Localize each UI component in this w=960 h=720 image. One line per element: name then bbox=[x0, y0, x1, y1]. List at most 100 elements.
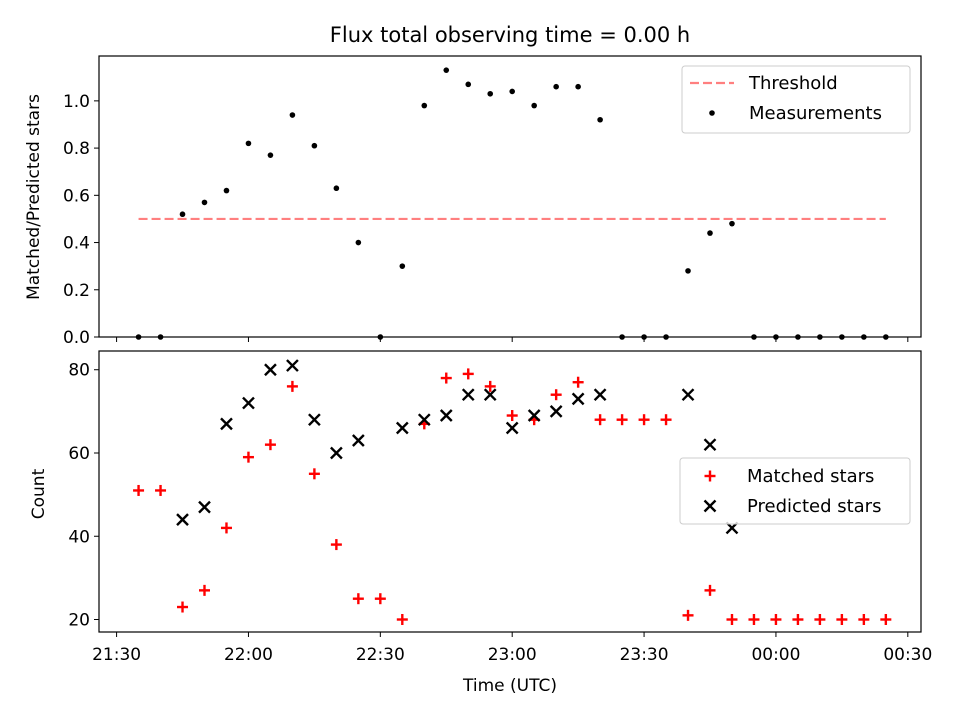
top-y-tick-label: 0.0 bbox=[63, 328, 90, 348]
matched-star-point bbox=[155, 484, 167, 496]
measurement-point bbox=[223, 187, 230, 194]
predicted-star-point bbox=[681, 388, 695, 402]
predicted-legend-swatch bbox=[703, 499, 717, 513]
predicted-star-point bbox=[264, 363, 277, 377]
measurement-point bbox=[201, 199, 208, 206]
x-tick-label: 23:30 bbox=[620, 645, 669, 665]
matched-star-point bbox=[616, 414, 628, 426]
measurement-point bbox=[707, 230, 713, 236]
cross-b bbox=[286, 359, 299, 372]
bottom-legend-box bbox=[679, 457, 911, 525]
top-y-tick-label: 0.2 bbox=[63, 281, 90, 301]
matched-star-point bbox=[506, 410, 518, 422]
x-tick-label: 22:30 bbox=[356, 645, 405, 665]
threshold-legend-label: Threshold bbox=[748, 73, 838, 94]
predicted-star-point bbox=[461, 388, 475, 402]
predicted-star-point bbox=[483, 388, 497, 402]
matched-star-point bbox=[550, 389, 562, 401]
top-y-tick-label: 0.8 bbox=[63, 139, 90, 159]
matched-star-point bbox=[177, 601, 189, 613]
x-tick-label: 21:30 bbox=[92, 645, 141, 665]
bottom-y-tick-label: 60 bbox=[68, 444, 90, 464]
measurement-point bbox=[399, 263, 406, 269]
matched-star-point bbox=[440, 372, 452, 384]
cross-b bbox=[703, 499, 717, 513]
matched-star-point bbox=[572, 376, 584, 388]
top-y-axis-label: Matched/Predicted stars bbox=[24, 94, 44, 300]
predicted-star-point bbox=[286, 359, 299, 372]
measurement-point bbox=[465, 81, 472, 88]
measurement-point bbox=[355, 239, 362, 246]
measurement-point bbox=[531, 102, 537, 109]
matched-star-point bbox=[220, 522, 232, 534]
x-axis-label: Time (UTC) bbox=[462, 676, 557, 696]
measurement-point bbox=[685, 268, 691, 274]
cross-b bbox=[176, 513, 189, 526]
predicted-star-point bbox=[351, 434, 365, 447]
matched-legend-label: Matched stars bbox=[747, 466, 874, 487]
predicted-star-point bbox=[198, 500, 211, 514]
cross-b bbox=[593, 388, 607, 402]
measurement-point bbox=[245, 140, 252, 147]
matched-star-point bbox=[880, 614, 892, 626]
measurement-point bbox=[311, 142, 318, 149]
predicted-star-point bbox=[593, 388, 607, 402]
measurement-point bbox=[289, 112, 296, 118]
matched-star-point bbox=[198, 584, 210, 596]
matched-star-point bbox=[682, 609, 694, 621]
matched-star-point bbox=[814, 614, 826, 626]
matched-star-point bbox=[352, 593, 364, 605]
cross-b bbox=[505, 421, 519, 435]
cross-b bbox=[308, 413, 321, 427]
predicted-star-point bbox=[571, 392, 585, 406]
measurement-point bbox=[575, 83, 581, 90]
matched-star-point bbox=[792, 614, 804, 626]
cross-b bbox=[264, 363, 277, 377]
cross-b bbox=[220, 417, 233, 431]
cross-b bbox=[461, 388, 475, 402]
cross-b bbox=[198, 500, 211, 514]
matched-star-point bbox=[330, 539, 342, 551]
x-tick-label: 22:00 bbox=[224, 645, 273, 665]
measurement-point bbox=[267, 152, 274, 158]
measurements-legend-swatch bbox=[709, 110, 715, 116]
bottom-y-tick-label: 80 bbox=[68, 361, 90, 381]
bottom-y-tick-label: 20 bbox=[68, 611, 90, 631]
predicted-star-point bbox=[505, 421, 519, 435]
matched-star-point bbox=[374, 593, 386, 605]
top-legend-box bbox=[681, 65, 911, 134]
cross-b bbox=[681, 388, 695, 402]
cross-b bbox=[351, 434, 365, 447]
predicted-legend-label: Predicted stars bbox=[747, 496, 881, 517]
cross-b bbox=[395, 421, 409, 435]
cross-b bbox=[439, 409, 453, 422]
matched-star-point bbox=[638, 414, 650, 426]
predicted-star-point bbox=[176, 513, 189, 526]
predicted-star-point bbox=[330, 446, 343, 460]
bottom-axes-frame bbox=[98, 350, 922, 633]
matched-star-point bbox=[748, 614, 760, 626]
top-legend: Threshold Measurements bbox=[681, 65, 911, 134]
cross-b bbox=[703, 438, 717, 452]
measurement-point bbox=[333, 185, 340, 192]
predicted-star-point bbox=[308, 413, 321, 427]
measurement-point bbox=[597, 116, 603, 123]
matched-star-point bbox=[594, 414, 606, 426]
measurement-point bbox=[509, 88, 515, 95]
cross-b bbox=[549, 405, 563, 418]
matched-legend-swatch bbox=[704, 470, 716, 482]
matched-star-point bbox=[484, 380, 496, 392]
bottom-plot-area: 20 40 60 80 21:30 22:00 22:30 23:00 23:30 00:00 00… bbox=[68, 350, 932, 665]
bottom-y-axis-label: Count bbox=[29, 468, 49, 519]
top-y-tick-label: 1.0 bbox=[63, 92, 90, 112]
matched-star-point bbox=[704, 584, 716, 596]
top-y-tick-label: 0.4 bbox=[63, 234, 90, 254]
matched-star-point bbox=[462, 368, 474, 380]
matched-star-point bbox=[858, 614, 870, 626]
x-tick-label: 23:00 bbox=[488, 645, 537, 665]
predicted-star-point bbox=[527, 409, 541, 422]
matched-star-point bbox=[308, 468, 320, 480]
matched-star-point bbox=[286, 380, 298, 392]
cross-b bbox=[483, 388, 497, 402]
measurement-point bbox=[421, 102, 428, 109]
